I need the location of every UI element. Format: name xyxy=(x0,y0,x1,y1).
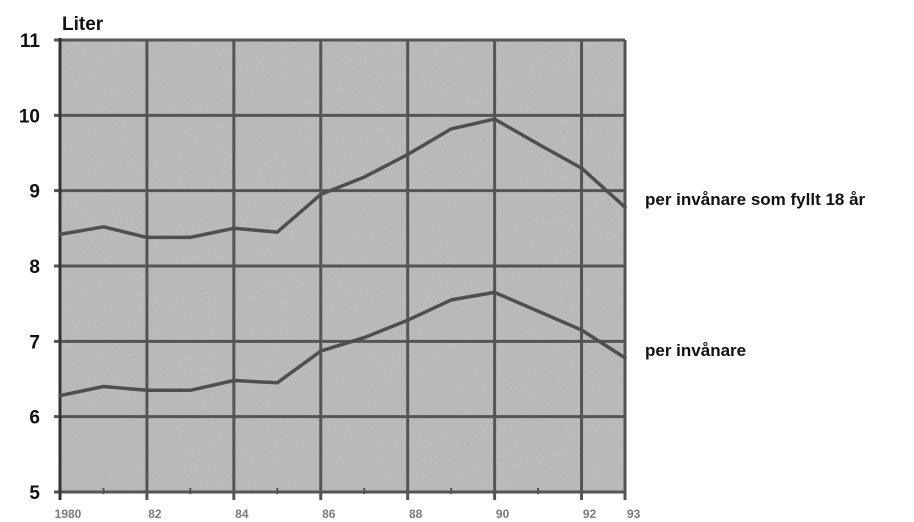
x-tick-label: 1980 xyxy=(55,507,82,521)
y-tick-label: 8 xyxy=(29,257,40,278)
x-tick-label: 93 xyxy=(627,507,641,521)
series-labels: per invånare som fyllt 18 år per invånare xyxy=(645,190,866,360)
x-tick-label: 86 xyxy=(322,507,336,521)
x-tick-label: 84 xyxy=(235,507,249,521)
x-tick-label: 92 xyxy=(583,507,597,521)
y-tick-label: 9 xyxy=(29,182,40,203)
x-axis-ticks: 1980 82 84 86 88 90 92 93 xyxy=(55,507,641,521)
unit-label: Liter xyxy=(62,14,104,35)
series-lines xyxy=(58,117,627,398)
x-tick-label: 88 xyxy=(409,507,423,521)
series-label-2: per invånare xyxy=(645,341,746,360)
series-line-2 xyxy=(58,290,627,398)
series-label-1: per invånare som fyllt 18 år xyxy=(645,190,866,209)
y-tick-label: 11 xyxy=(20,31,41,52)
y-tick-label: 5 xyxy=(29,483,40,504)
y-axis-ticks: 5 6 7 8 9 10 11 xyxy=(19,31,41,504)
x-tick-label: 90 xyxy=(496,507,510,521)
x-tick-label: 82 xyxy=(148,507,162,521)
y-tick-label: 6 xyxy=(29,408,40,429)
grid xyxy=(54,38,627,500)
series-line-1 xyxy=(58,117,627,240)
y-tick-label: 10 xyxy=(19,106,40,127)
y-tick-label: 7 xyxy=(29,332,40,353)
